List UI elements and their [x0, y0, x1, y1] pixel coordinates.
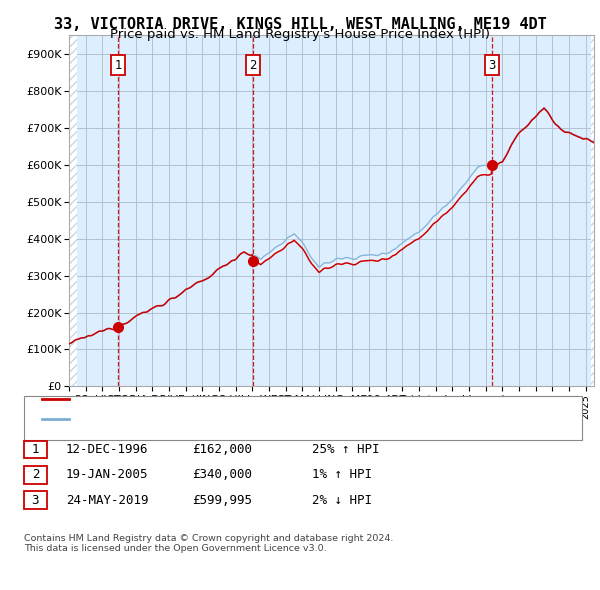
Text: 2: 2	[249, 59, 257, 72]
Bar	[590, 35, 594, 386]
Text: 2: 2	[32, 468, 39, 481]
Text: 33, VICTORIA DRIVE, KINGS HILL, WEST MALLING, ME19 4DT (detached house): 33, VICTORIA DRIVE, KINGS HILL, WEST MAL…	[75, 394, 506, 404]
Text: 33, VICTORIA DRIVE, KINGS HILL, WEST MALLING, ME19 4DT: 33, VICTORIA DRIVE, KINGS HILL, WEST MAL…	[53, 17, 547, 31]
Text: 12-DEC-1996: 12-DEC-1996	[66, 443, 149, 456]
Text: 25% ↑ HPI: 25% ↑ HPI	[312, 443, 380, 456]
Text: 2% ↓ HPI: 2% ↓ HPI	[312, 494, 372, 507]
Text: £599,995: £599,995	[192, 494, 252, 507]
Text: 1% ↑ HPI: 1% ↑ HPI	[312, 468, 372, 481]
Bar	[69, 35, 77, 386]
Text: 3: 3	[488, 59, 496, 72]
Text: 19-JAN-2005: 19-JAN-2005	[66, 468, 149, 481]
Text: 1: 1	[115, 59, 122, 72]
Text: 3: 3	[32, 494, 39, 507]
Text: £340,000: £340,000	[192, 468, 252, 481]
Text: HPI: Average price, detached house, Tonbridge and Malling: HPI: Average price, detached house, Tonb…	[75, 414, 398, 424]
Text: 24-MAY-2019: 24-MAY-2019	[66, 494, 149, 507]
Text: Contains HM Land Registry data © Crown copyright and database right 2024.
This d: Contains HM Land Registry data © Crown c…	[24, 534, 394, 553]
Text: 1: 1	[32, 443, 39, 456]
Text: £162,000: £162,000	[192, 443, 252, 456]
Text: Price paid vs. HM Land Registry's House Price Index (HPI): Price paid vs. HM Land Registry's House …	[110, 28, 490, 41]
